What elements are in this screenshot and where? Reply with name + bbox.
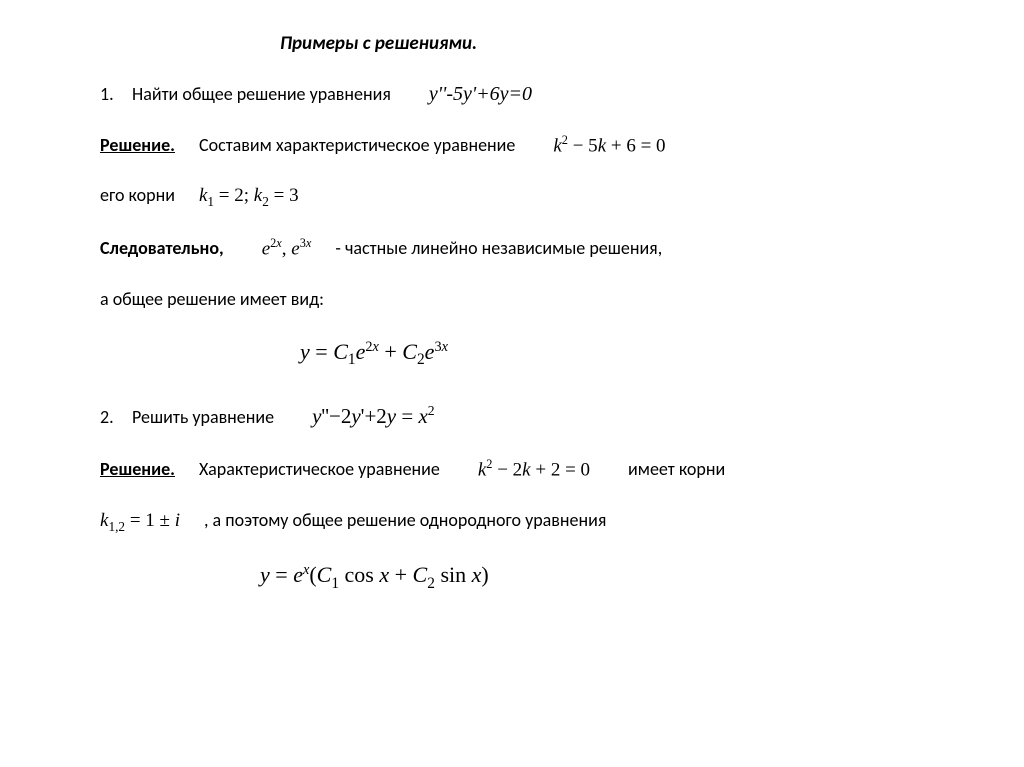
- char-eq-intro-2: Характеристическое уравнение: [199, 456, 440, 483]
- basis-tail-text: - частные линейно независимые решения,: [335, 235, 662, 262]
- document-page: Примеры с решениями. 1. Найти общее реше…: [0, 0, 1024, 645]
- therefore-label: Следовательно,: [100, 235, 224, 262]
- example-2-equation: y''−2y'+2y = x2: [312, 401, 435, 433]
- roots-values-2: k1,2 = 1 ± i: [100, 507, 180, 537]
- example-2-solution-row: Решение. Характеристическое уравнение k2…: [100, 455, 944, 485]
- example-1-solution-row: Решение. Составим характеристическое ура…: [100, 131, 944, 161]
- item-number: 1.: [100, 81, 132, 108]
- item-number: 2.: [100, 404, 132, 431]
- example-2-prompt-row: 2. Решить уравнение y''−2y'+2y = x2: [100, 401, 944, 433]
- example-1-equation: y''-5y'+6y=0: [429, 79, 532, 109]
- roots-label: его корни: [100, 182, 175, 209]
- general-intro-row-1: а общее решение имеет вид:: [100, 286, 944, 313]
- general-solution-2: y = ex(C1 cos x + C2 sin x): [260, 558, 944, 595]
- general-intro-1: а общее решение имеет вид:: [100, 286, 324, 313]
- basis-functions: e2x, e3x: [262, 234, 312, 264]
- char-equation-2: k2 − 2k + 2 = 0: [478, 455, 590, 485]
- example-1-prompt-row: 1. Найти общее решение уравнения y''-5y'…: [100, 79, 944, 109]
- page-title: Примеры с решениями.: [280, 30, 944, 59]
- roots-tail-2: , а поэтому общее решение однородного ур…: [204, 507, 606, 534]
- solution-label: Решение.: [100, 456, 175, 483]
- therefore-row: Следовательно, e2x, e3x - частные линейн…: [100, 234, 944, 264]
- char-tail-2: имеет корни: [628, 456, 725, 483]
- roots-row-1: его корни k1 = 2; k2 = 3: [100, 182, 944, 212]
- roots-values-1: k1 = 2; k2 = 3: [199, 182, 299, 212]
- example-1-prompt: Найти общее решение уравнения: [132, 81, 391, 108]
- example-2-prompt: Решить уравнение: [132, 404, 274, 431]
- char-equation-1: k2 − 5k + 6 = 0: [553, 131, 665, 161]
- solution-label: Решение.: [100, 132, 175, 159]
- roots-row-2: k1,2 = 1 ± i , а поэтому общее решение о…: [100, 507, 944, 537]
- general-solution-1: y = C1e2x + C2e3x: [300, 335, 944, 372]
- char-eq-intro: Составим характеристическое уравнение: [199, 132, 515, 159]
